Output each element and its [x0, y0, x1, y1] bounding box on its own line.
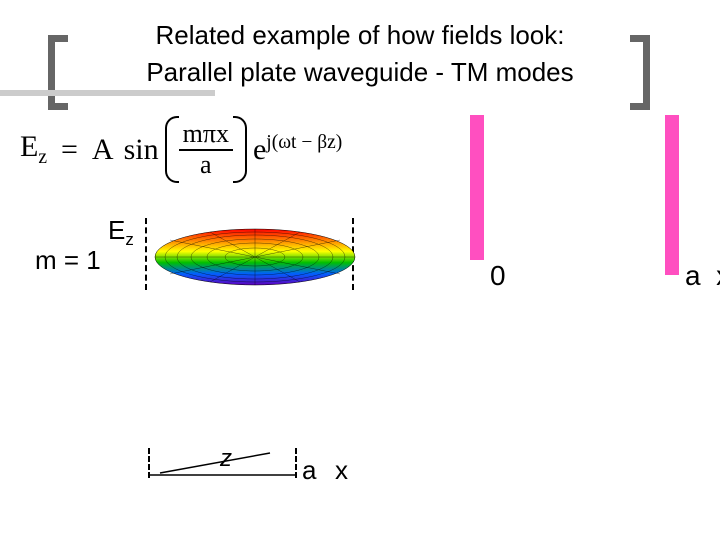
boundary-dash-left	[145, 218, 147, 290]
lower-axis-frame	[150, 445, 360, 485]
lower-a-label: a	[302, 455, 316, 486]
x-text: x	[716, 260, 720, 291]
eq-sin: sin	[124, 133, 159, 167]
x-zero-label: 0	[490, 260, 506, 292]
eq-paren: mπx a	[165, 120, 247, 179]
x-a-label: a x	[685, 260, 720, 292]
eq-equals: =	[61, 133, 78, 167]
mode-label: m = 1	[35, 245, 101, 276]
mode-surface-plot	[150, 225, 360, 290]
eq-lhs: Ez	[20, 130, 47, 169]
field-equation: Ez = A sin mπx a ej(ωt − βz)	[20, 120, 342, 179]
title-block: Related example of how fields look: Para…	[50, 20, 670, 88]
eq-exp: ej(ωt − βz)	[253, 132, 342, 167]
a-text: a	[685, 260, 701, 291]
lower-z-label: z	[220, 445, 232, 473]
eq-x: x	[216, 119, 229, 148]
eq-e: e	[253, 133, 266, 166]
ez-z: z	[125, 230, 133, 249]
title-line-1: Related example of how fields look:	[50, 20, 670, 51]
eq-exponent: j(ωt − βz)	[266, 132, 342, 153]
eq-a: a	[196, 151, 216, 180]
eq-fraction: mπx a	[179, 120, 233, 179]
eq-pi: π	[203, 119, 216, 148]
eq-A: A	[92, 133, 114, 167]
eq-z-sub: z	[38, 147, 47, 168]
plate-bar-right	[665, 115, 679, 275]
horizontal-rule	[0, 90, 215, 96]
ez-axis-label: Ez	[108, 215, 134, 250]
eq-E: E	[20, 130, 38, 163]
eq-m: m	[183, 119, 203, 148]
eq-frac-num: mπx	[179, 120, 233, 151]
lower-x-label: x	[335, 455, 348, 486]
title-line-2: Parallel plate waveguide - TM modes	[50, 57, 670, 88]
ez-E: E	[108, 215, 125, 245]
plate-bar-left	[470, 115, 484, 260]
